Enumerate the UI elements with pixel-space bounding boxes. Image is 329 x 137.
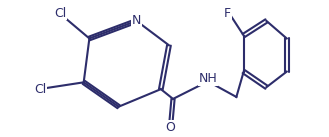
Text: N: N [132, 14, 141, 27]
Text: Cl: Cl [34, 83, 46, 96]
Text: F: F [224, 7, 231, 20]
Text: O: O [166, 121, 176, 134]
Text: Cl: Cl [55, 7, 67, 20]
Text: NH: NH [199, 72, 217, 85]
